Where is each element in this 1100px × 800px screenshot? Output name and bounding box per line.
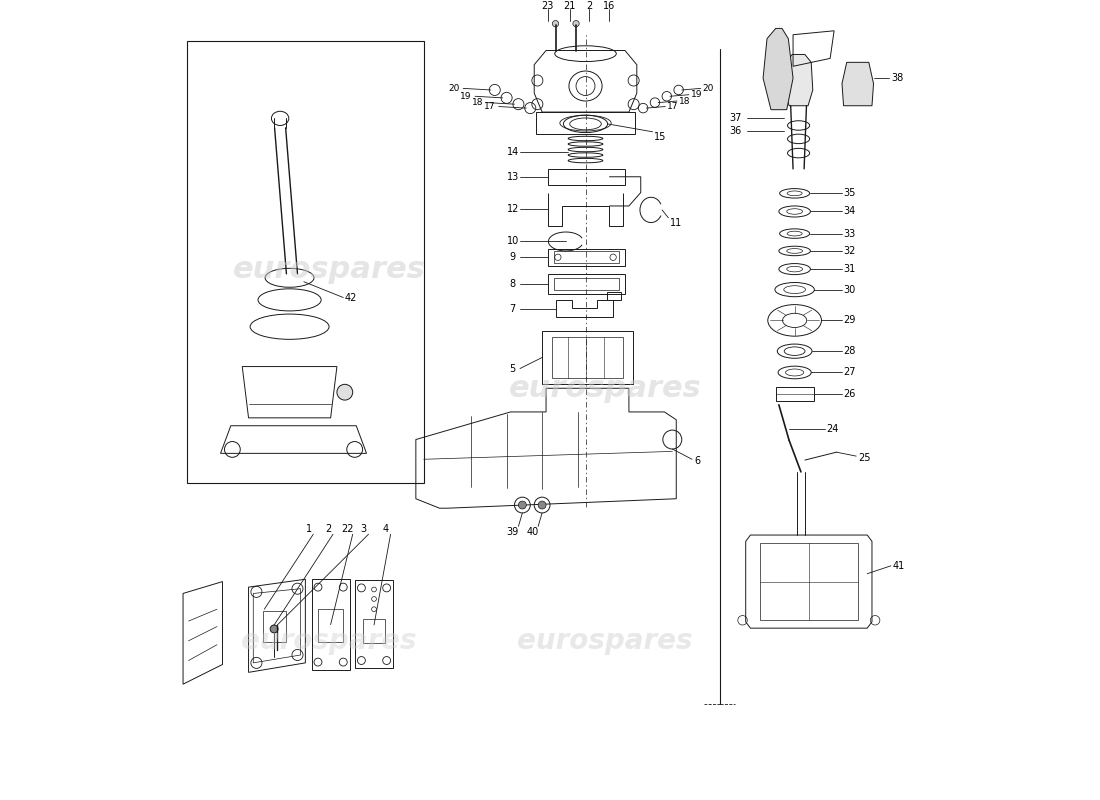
Text: 21: 21	[563, 1, 576, 10]
Text: 2: 2	[586, 1, 593, 10]
Bar	[363, 619, 385, 643]
Bar	[760, 543, 858, 620]
Text: 7: 7	[509, 303, 515, 314]
Text: 9: 9	[509, 252, 515, 262]
Text: 22: 22	[342, 524, 354, 534]
Bar	[536, 112, 635, 134]
Text: 20: 20	[702, 84, 714, 93]
Text: 33: 33	[844, 229, 856, 238]
Text: 27: 27	[844, 367, 856, 378]
Text: 8: 8	[509, 279, 515, 289]
Circle shape	[337, 384, 353, 400]
Text: 2: 2	[326, 524, 331, 534]
Text: 39: 39	[507, 527, 519, 537]
Text: 40: 40	[527, 527, 539, 537]
Text: 38: 38	[891, 73, 903, 83]
Text: 17: 17	[667, 102, 679, 111]
Text: 30: 30	[844, 285, 856, 294]
Text: eurospares: eurospares	[233, 255, 426, 284]
Text: 24: 24	[826, 423, 838, 434]
Text: 16: 16	[603, 1, 615, 10]
Text: 15: 15	[654, 131, 667, 142]
Bar	[542, 330, 632, 384]
Text: eurospares: eurospares	[517, 626, 693, 654]
Text: 5: 5	[509, 363, 515, 374]
Text: 19: 19	[460, 92, 471, 101]
Text: 17: 17	[484, 102, 495, 111]
Circle shape	[518, 501, 526, 509]
Text: 6: 6	[694, 456, 701, 466]
Text: 37: 37	[729, 113, 741, 122]
Text: 42: 42	[344, 294, 358, 303]
Text: 26: 26	[844, 389, 856, 398]
Bar	[776, 386, 814, 401]
Polygon shape	[784, 54, 813, 106]
Text: 3: 3	[361, 524, 366, 534]
Ellipse shape	[573, 21, 580, 27]
Text: 25: 25	[858, 453, 870, 462]
Text: 19: 19	[691, 90, 702, 99]
Text: 14: 14	[507, 147, 519, 158]
Bar	[548, 249, 625, 266]
Bar	[548, 274, 625, 294]
Bar	[554, 278, 618, 290]
Text: 10: 10	[507, 237, 519, 246]
Text: 13: 13	[507, 172, 519, 182]
Text: 4: 4	[383, 524, 389, 534]
Bar	[311, 579, 350, 670]
Bar	[187, 41, 424, 483]
Bar	[355, 580, 393, 669]
Text: 20: 20	[448, 84, 460, 93]
Ellipse shape	[552, 21, 559, 27]
Text: 34: 34	[844, 206, 856, 217]
Text: 35: 35	[844, 188, 856, 198]
Text: 36: 36	[729, 126, 741, 136]
Text: 23: 23	[541, 1, 553, 10]
Circle shape	[271, 625, 278, 633]
Text: 11: 11	[670, 218, 682, 227]
Polygon shape	[763, 29, 793, 110]
Text: 41: 41	[892, 561, 904, 571]
Text: eurospares: eurospares	[241, 626, 417, 654]
Text: 18: 18	[679, 97, 690, 106]
Bar	[548, 169, 625, 185]
Polygon shape	[842, 62, 873, 106]
Bar	[554, 251, 618, 262]
Bar	[318, 610, 343, 642]
Text: 32: 32	[844, 246, 856, 256]
Bar	[551, 337, 624, 378]
Circle shape	[538, 501, 546, 509]
Text: 12: 12	[507, 204, 520, 214]
Text: 18: 18	[472, 98, 483, 107]
Text: 1: 1	[306, 524, 311, 534]
Bar	[607, 292, 621, 300]
Text: 31: 31	[844, 264, 856, 274]
Text: eurospares: eurospares	[509, 374, 702, 402]
Text: 28: 28	[844, 346, 856, 356]
Bar	[263, 610, 286, 642]
Text: 29: 29	[844, 315, 856, 326]
